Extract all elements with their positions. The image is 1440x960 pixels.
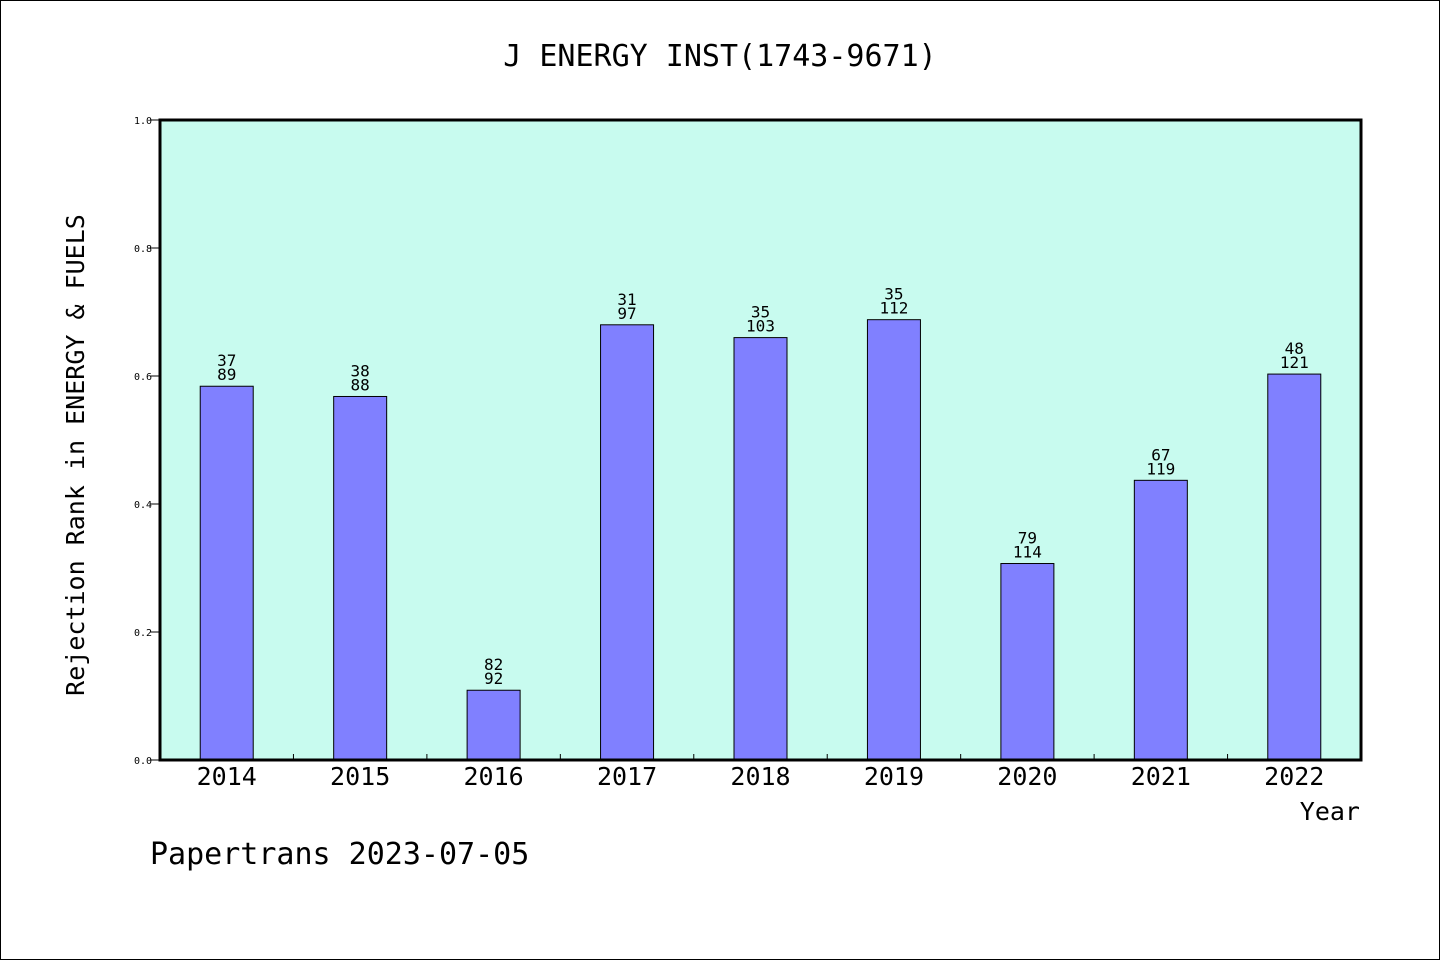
x-tick-label: 2021: [1131, 762, 1191, 791]
bar: [600, 324, 655, 761]
chart-title: J ENERGY INST(1743-9671): [503, 39, 936, 74]
x-tick-label: 2015: [330, 762, 390, 791]
x-tick-label: 2019: [864, 762, 924, 791]
y-tick-label: 0.0: [134, 756, 152, 767]
y-tick-label: 0.8: [134, 244, 152, 255]
data-label-top: 31: [617, 290, 636, 309]
x-tick-label: 2018: [730, 762, 790, 791]
bar: [733, 337, 788, 761]
x-axis-label: Year: [1300, 797, 1360, 826]
y-tick-label: 0.2: [134, 628, 152, 639]
x-axis: 2014 2015 2016 2017 2018 2019 2020 2021 2022: [197, 754, 1324, 791]
data-label-top: 38: [351, 361, 370, 380]
data-label-bottom: 121: [1280, 353, 1309, 372]
footer-text: Papertrans 2023-07-05: [150, 837, 529, 872]
data-label-bottom: 103: [746, 317, 775, 336]
data-label-bottom: 89: [217, 365, 236, 384]
y-tick-label: 1.0: [134, 116, 152, 127]
plot-border: [158, 118, 1363, 762]
data-label-top: 82: [484, 655, 503, 674]
bar: [333, 395, 388, 761]
x-tick-label: 2016: [464, 762, 524, 791]
y-axis-label: Rejection Rank in ENERGY & FUELS: [61, 214, 90, 696]
bars: [199, 319, 1322, 761]
data-label-top: 67: [1151, 445, 1170, 464]
bar: [1267, 373, 1322, 761]
data-label-top: 79: [1018, 529, 1037, 548]
x-tick-label: 2020: [997, 762, 1057, 791]
x-tick-label: 2017: [597, 762, 657, 791]
y-tick-label: 0.4: [134, 500, 152, 511]
bar: [466, 689, 521, 761]
x-tick-label: 2022: [1264, 762, 1324, 791]
data-label-bottom: 88: [351, 375, 370, 394]
data-label-top: 37: [217, 351, 236, 370]
y-tick-label: 0.6: [134, 372, 152, 383]
x-tick-label: 2014: [197, 762, 257, 791]
data-label-bottom: 92: [484, 669, 503, 688]
data-label-bottom: 114: [1013, 543, 1042, 562]
data-label-top: 35: [751, 303, 770, 322]
data-label-bottom: 97: [617, 304, 636, 323]
data-label-top: 48: [1285, 339, 1304, 358]
bar: [1133, 479, 1188, 761]
bar: [1000, 563, 1055, 761]
bar: [866, 319, 921, 761]
data-label-top: 35: [884, 285, 903, 304]
data-label-bottom: 119: [1146, 459, 1175, 478]
data-label-bottom: 112: [879, 299, 908, 318]
y-axis: 0.0 0.2 0.4 0.6 0.8 1.0: [134, 116, 160, 767]
bar: [199, 385, 254, 761]
